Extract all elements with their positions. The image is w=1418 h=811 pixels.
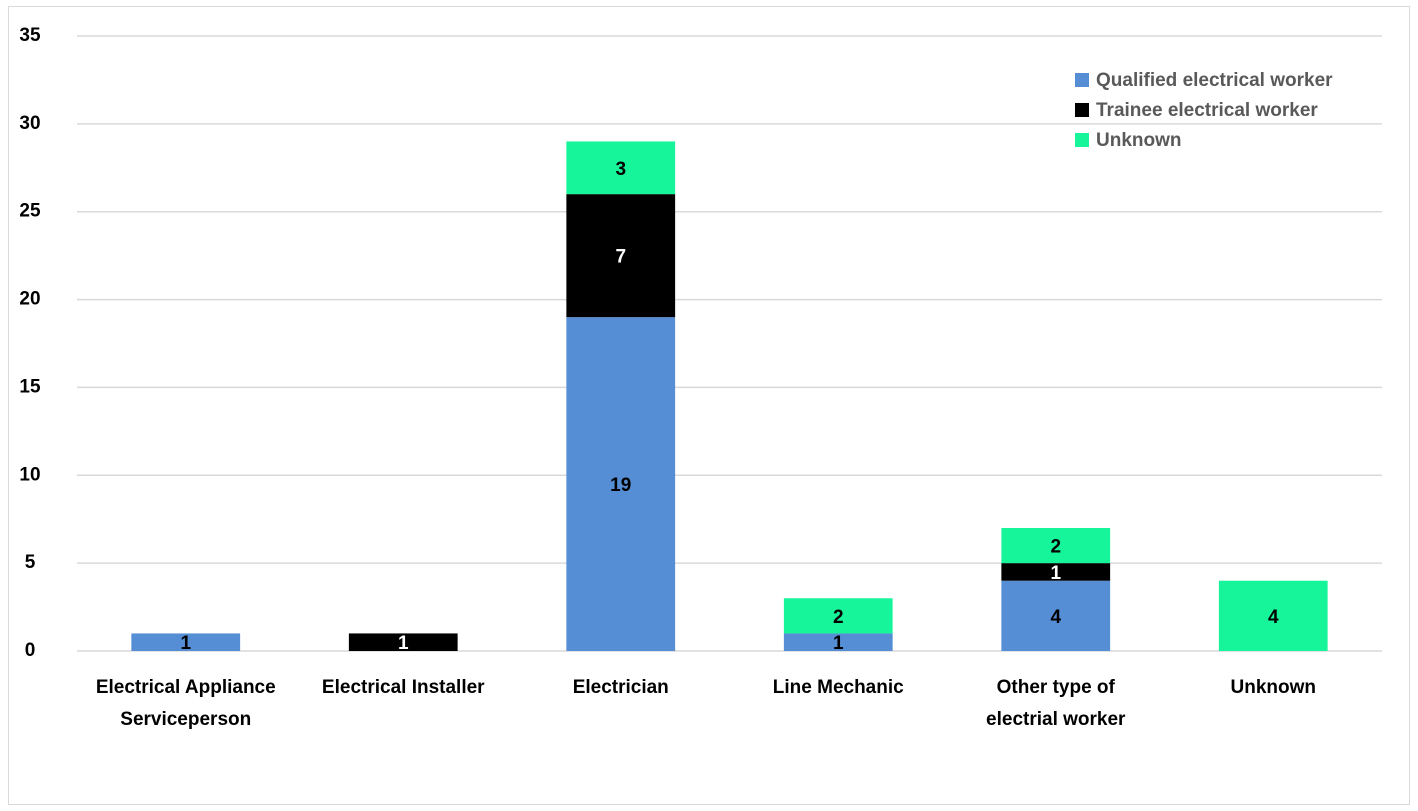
data-label: 1 — [180, 633, 191, 654]
y-tick-label: 30 — [19, 113, 40, 134]
data-label: 7 — [615, 247, 626, 268]
bar-segment — [1001, 563, 1111, 581]
bar-segment — [1001, 580, 1111, 651]
y-tick-label: 0 — [25, 640, 36, 661]
data-label: 2 — [1050, 537, 1061, 558]
bar-segment — [348, 633, 458, 651]
y-tick-label: 35 — [19, 25, 41, 46]
legend-swatch — [1075, 103, 1089, 117]
bar-segment — [783, 633, 893, 651]
data-label: 2 — [833, 607, 844, 628]
legend-label: Trainee electrical worker — [1096, 100, 1318, 121]
legend-label: Unknown — [1096, 130, 1182, 151]
bar-segment — [1218, 580, 1328, 651]
data-label: 1 — [1050, 563, 1061, 584]
bar-segment — [783, 598, 893, 634]
y-tick-label: 10 — [19, 464, 40, 485]
bar-segment — [566, 317, 676, 651]
bar-segment — [131, 633, 241, 651]
x-tick-label: Electrician — [573, 677, 669, 698]
bar-segment — [1001, 528, 1111, 564]
x-tick-label: Other type of — [997, 677, 1116, 698]
legend-swatch — [1075, 133, 1089, 147]
data-label: 3 — [615, 159, 626, 180]
data-label: 1 — [398, 633, 409, 654]
y-tick-label: 25 — [19, 201, 41, 222]
y-tick-label: 15 — [19, 376, 41, 397]
data-label: 4 — [1268, 607, 1279, 628]
y-tick-label: 5 — [25, 552, 36, 573]
bar-segment — [566, 194, 676, 318]
data-label: 19 — [610, 475, 631, 496]
x-tick-label: Line Mechanic — [773, 677, 904, 698]
x-tick-label: Electrical Appliance — [96, 677, 276, 698]
x-tick-label: electrial worker — [986, 709, 1126, 730]
y-tick-label: 20 — [19, 289, 40, 310]
x-tick-label: Serviceperson — [120, 709, 251, 730]
bar-segment — [566, 141, 676, 195]
data-label: 1 — [833, 633, 844, 654]
data-label: 4 — [1050, 607, 1061, 628]
x-tick-label: Electrical Installer — [322, 677, 485, 698]
chart-frame — [8, 6, 1410, 805]
x-tick-label: Unknown — [1231, 677, 1317, 698]
legend-swatch — [1075, 73, 1089, 87]
legend-label: Qualified electrical worker — [1096, 70, 1333, 91]
